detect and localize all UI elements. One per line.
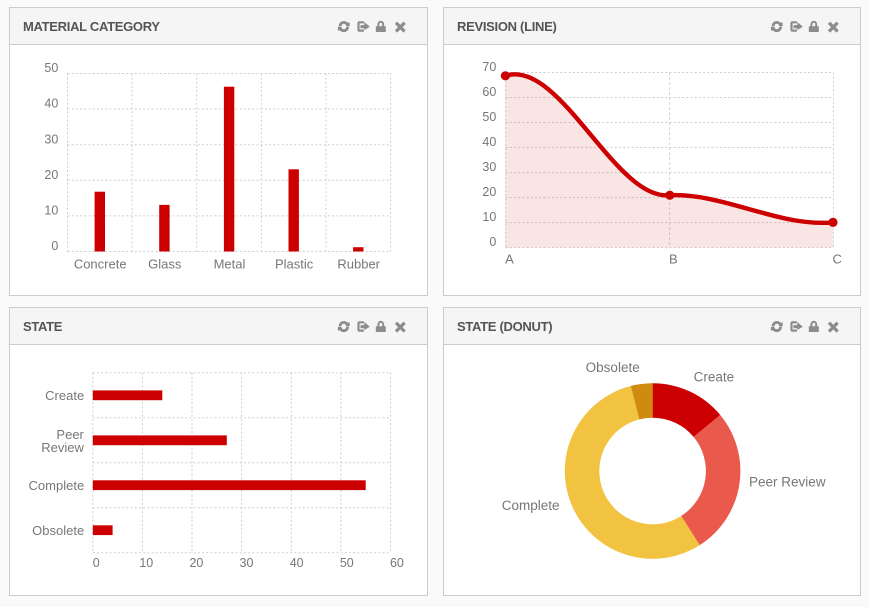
svg-text:40: 40 <box>482 135 496 149</box>
svg-text:50: 50 <box>44 61 58 75</box>
svg-text:Complete: Complete <box>502 498 560 513</box>
svg-text:20: 20 <box>189 556 203 570</box>
svg-text:30: 30 <box>44 132 58 146</box>
svg-text:Review: Review <box>41 440 84 455</box>
svg-text:Peer: Peer <box>56 427 84 442</box>
svg-text:50: 50 <box>340 556 354 570</box>
svg-text:10: 10 <box>44 204 58 218</box>
svg-text:10: 10 <box>139 556 153 570</box>
svg-text:Peer Review: Peer Review <box>749 474 826 489</box>
svg-text:0: 0 <box>51 239 58 253</box>
svg-text:0: 0 <box>489 235 496 249</box>
svg-text:50: 50 <box>482 110 496 124</box>
svg-text:Concrete: Concrete <box>74 256 127 271</box>
svg-text:10: 10 <box>482 210 496 224</box>
svg-text:60: 60 <box>390 556 404 570</box>
svg-text:30: 30 <box>240 556 254 570</box>
svg-text:Obsolete: Obsolete <box>586 360 640 375</box>
svg-text:Rubber: Rubber <box>337 256 380 271</box>
svg-text:Create: Create <box>45 388 84 403</box>
svg-text:Obsolete: Obsolete <box>32 523 84 538</box>
svg-text:Plastic: Plastic <box>275 256 314 271</box>
svg-text:Metal: Metal <box>214 256 246 271</box>
svg-text:Glass: Glass <box>148 256 182 271</box>
svg-text:C: C <box>833 252 842 267</box>
svg-text:40: 40 <box>44 97 58 111</box>
svg-text:30: 30 <box>482 160 496 174</box>
svg-text:Create: Create <box>694 370 735 385</box>
svg-text:60: 60 <box>482 85 496 99</box>
svg-text:0: 0 <box>93 556 100 570</box>
svg-text:70: 70 <box>482 60 496 74</box>
svg-text:Complete: Complete <box>29 478 85 493</box>
svg-text:B: B <box>669 252 678 267</box>
svg-text:20: 20 <box>44 168 58 182</box>
svg-text:A: A <box>505 252 514 267</box>
svg-text:20: 20 <box>482 185 496 199</box>
svg-text:40: 40 <box>290 556 304 570</box>
